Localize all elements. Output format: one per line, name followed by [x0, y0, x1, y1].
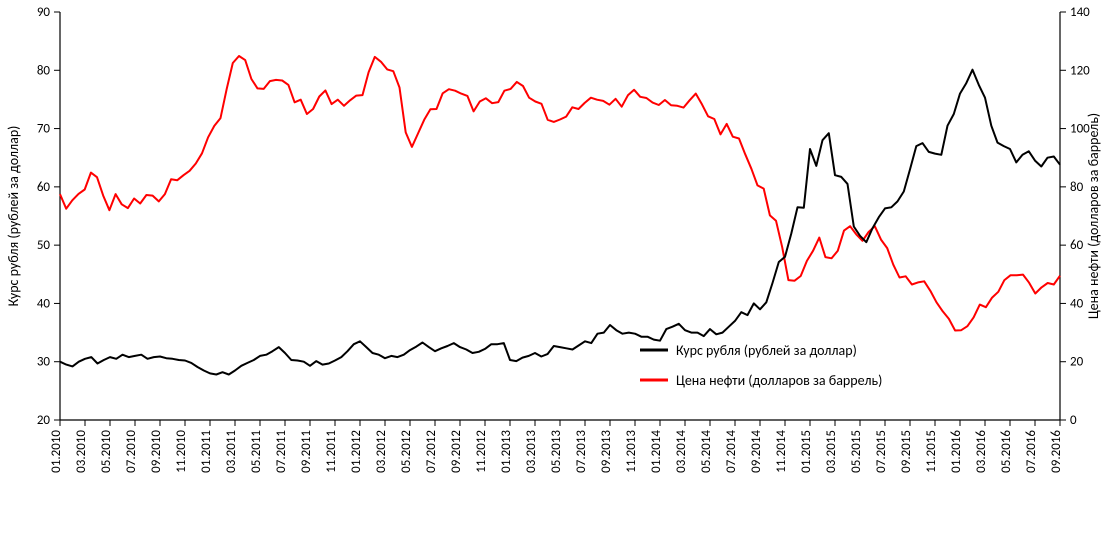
svg-text:05.2010: 05.2010	[99, 430, 114, 473]
svg-text:11.2012: 11.2012	[474, 430, 489, 473]
svg-text:03.2011: 03.2011	[224, 430, 239, 473]
svg-text:40: 40	[1070, 296, 1084, 311]
svg-text:70: 70	[37, 122, 51, 137]
svg-text:09.2016: 09.2016	[1049, 430, 1064, 473]
svg-text:05.2014: 05.2014	[699, 430, 714, 473]
y-left-axis-title: Курс рубля (рублей за доллар)	[5, 126, 22, 307]
svg-text:20: 20	[37, 413, 51, 428]
svg-text:0: 0	[1070, 413, 1077, 428]
svg-text:07.2013: 07.2013	[574, 430, 589, 473]
svg-text:140: 140	[1070, 5, 1090, 20]
svg-text:60: 60	[1070, 238, 1084, 253]
svg-text:09.2014: 09.2014	[749, 430, 764, 473]
svg-text:07.2015: 07.2015	[874, 430, 889, 473]
svg-text:07.2016: 07.2016	[1024, 430, 1039, 473]
svg-text:60: 60	[37, 180, 51, 195]
svg-text:40: 40	[37, 296, 51, 311]
svg-text:11.2010: 11.2010	[174, 430, 189, 473]
svg-text:80: 80	[1070, 180, 1084, 195]
dual-axis-line-chart: 203040506070809002040608010012014001.201…	[0, 0, 1108, 533]
legend-label: Курс рубля (рублей за доллар)	[676, 342, 857, 359]
svg-text:120: 120	[1070, 63, 1090, 78]
svg-text:11.2015: 11.2015	[924, 430, 939, 473]
svg-text:09.2011: 09.2011	[299, 430, 314, 473]
svg-text:80: 80	[37, 63, 51, 78]
svg-text:01.2011: 01.2011	[199, 430, 214, 473]
svg-text:07.2010: 07.2010	[124, 430, 139, 473]
svg-text:90: 90	[37, 5, 51, 20]
svg-text:03.2013: 03.2013	[524, 430, 539, 473]
svg-text:01.2010: 01.2010	[49, 430, 64, 473]
svg-text:03.2012: 03.2012	[374, 430, 389, 473]
chart-container: 203040506070809002040608010012014001.201…	[0, 0, 1108, 533]
svg-text:09.2010: 09.2010	[149, 430, 164, 473]
svg-text:20: 20	[1070, 355, 1084, 370]
svg-text:01.2016: 01.2016	[949, 430, 964, 473]
svg-text:05.2012: 05.2012	[399, 430, 414, 473]
svg-text:01.2013: 01.2013	[499, 430, 514, 473]
svg-text:11.2011: 11.2011	[324, 430, 339, 473]
svg-text:30: 30	[37, 355, 51, 370]
svg-text:05.2011: 05.2011	[249, 430, 264, 473]
svg-text:05.2015: 05.2015	[849, 430, 864, 473]
svg-text:03.2010: 03.2010	[74, 430, 89, 473]
svg-text:03.2015: 03.2015	[824, 430, 839, 473]
legend-label: Цена нефти (долларов за баррель)	[676, 372, 882, 389]
svg-text:01.2012: 01.2012	[349, 430, 364, 473]
svg-text:11.2014: 11.2014	[774, 430, 789, 473]
svg-text:01.2015: 01.2015	[799, 430, 814, 473]
svg-text:09.2012: 09.2012	[449, 430, 464, 473]
svg-text:07.2011: 07.2011	[274, 430, 289, 473]
svg-text:07.2012: 07.2012	[424, 430, 439, 473]
y-right-axis-title: Цена нефти (долларов за баррель)	[1085, 113, 1102, 319]
svg-text:03.2014: 03.2014	[674, 430, 689, 473]
svg-text:50: 50	[37, 238, 51, 253]
svg-text:01.2014: 01.2014	[649, 430, 664, 473]
svg-text:03.2016: 03.2016	[974, 430, 989, 473]
svg-text:09.2015: 09.2015	[899, 430, 914, 473]
svg-text:11.2013: 11.2013	[624, 430, 639, 473]
svg-text:05.2013: 05.2013	[549, 430, 564, 473]
svg-text:07.2014: 07.2014	[724, 430, 739, 473]
svg-text:05.2016: 05.2016	[999, 430, 1014, 473]
svg-text:09.2013: 09.2013	[599, 430, 614, 473]
